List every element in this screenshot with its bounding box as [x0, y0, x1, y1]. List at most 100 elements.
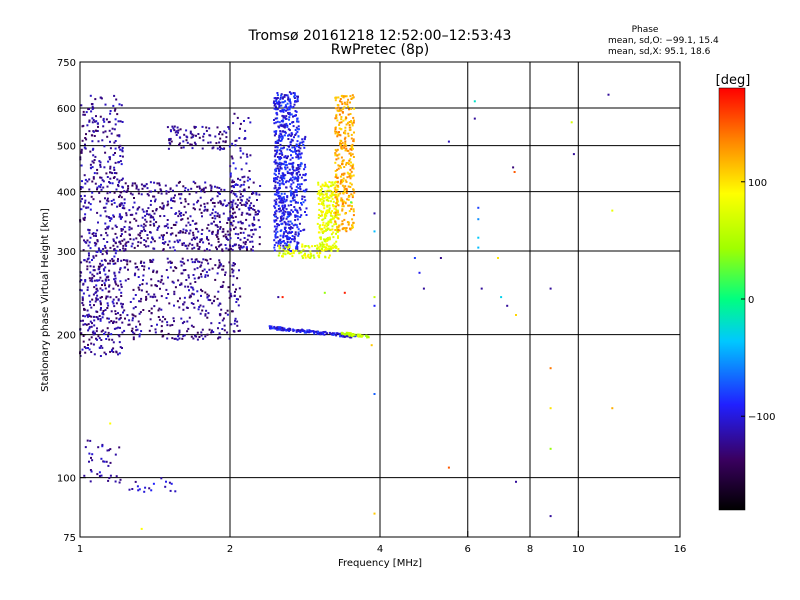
data-point — [143, 244, 146, 246]
data-point — [121, 239, 124, 242]
data-point — [193, 125, 196, 128]
data-point — [120, 163, 123, 166]
data-point — [91, 280, 94, 283]
data-point — [277, 191, 280, 194]
isolated-point — [350, 201, 353, 204]
data-point — [305, 188, 308, 191]
data-point — [292, 92, 295, 94]
data-point — [132, 206, 135, 209]
data-point — [119, 346, 122, 349]
data-point — [297, 125, 300, 128]
data-point — [289, 141, 292, 144]
data-point — [279, 241, 282, 244]
data-point — [269, 327, 272, 330]
data-point — [283, 174, 286, 177]
data-point — [95, 284, 98, 287]
data-point — [106, 185, 109, 188]
data-point — [237, 221, 240, 224]
data-point — [219, 146, 221, 148]
data-point — [223, 324, 226, 327]
data-point — [125, 259, 128, 262]
data-point — [146, 213, 148, 216]
data-point — [190, 286, 193, 289]
data-point — [145, 282, 148, 285]
data-point — [246, 248, 248, 251]
data-point — [341, 208, 344, 211]
data-point — [80, 104, 83, 107]
data-point — [231, 181, 234, 184]
data-point — [322, 193, 325, 196]
data-point — [338, 332, 341, 335]
data-point — [279, 220, 282, 223]
data-point — [238, 137, 241, 140]
data-point — [84, 351, 87, 354]
data-point — [122, 186, 124, 189]
data-point — [198, 246, 201, 248]
data-point — [325, 192, 328, 195]
data-point — [106, 252, 108, 255]
data-point — [345, 331, 348, 334]
data-point — [319, 331, 322, 334]
data-point — [107, 216, 110, 218]
data-point — [328, 331, 331, 334]
data-point — [347, 135, 350, 138]
data-point — [339, 180, 342, 183]
data-point — [149, 295, 152, 298]
data-point — [80, 279, 83, 281]
data-point — [202, 337, 205, 340]
data-point — [221, 268, 224, 271]
data-point — [233, 211, 236, 214]
data-point — [273, 213, 276, 216]
data-point — [330, 221, 333, 224]
data-point — [323, 197, 326, 200]
data-point — [273, 107, 276, 110]
data-point — [89, 236, 92, 239]
data-point — [239, 185, 242, 188]
data-point — [156, 323, 158, 326]
data-point — [150, 284, 153, 287]
data-point — [342, 205, 345, 208]
data-point — [83, 194, 86, 197]
data-point — [258, 236, 261, 239]
data-point — [225, 237, 228, 240]
data-point — [278, 163, 281, 166]
data-point — [276, 102, 279, 105]
data-point — [336, 230, 339, 233]
data-point — [347, 132, 350, 135]
data-point — [80, 208, 83, 211]
data-point — [195, 258, 198, 261]
data-point — [234, 184, 237, 186]
data-point — [302, 329, 305, 332]
data-point — [173, 240, 176, 243]
data-point — [118, 341, 121, 344]
isolated-point — [477, 236, 480, 239]
data-point — [344, 179, 347, 182]
data-point — [122, 311, 124, 314]
data-point — [273, 172, 276, 175]
data-point — [236, 116, 239, 119]
data-point — [185, 129, 188, 132]
data-point — [231, 203, 234, 206]
data-point — [239, 156, 242, 159]
data-point — [338, 165, 341, 168]
data-point — [130, 227, 133, 230]
data-point — [134, 182, 137, 185]
data-point — [326, 204, 329, 207]
data-point — [328, 254, 331, 257]
data-point — [190, 258, 193, 261]
data-point — [184, 200, 187, 203]
data-point — [129, 238, 132, 241]
data-point — [136, 328, 139, 331]
data-point — [180, 264, 183, 267]
data-point — [285, 106, 288, 108]
data-point — [237, 237, 240, 239]
data-point — [291, 255, 294, 258]
data-point — [173, 304, 175, 307]
data-point — [95, 120, 98, 123]
data-point — [283, 327, 286, 330]
data-point — [101, 253, 104, 256]
data-point — [148, 310, 151, 312]
data-point — [294, 219, 297, 222]
data-point — [97, 140, 100, 143]
data-point — [101, 284, 103, 286]
